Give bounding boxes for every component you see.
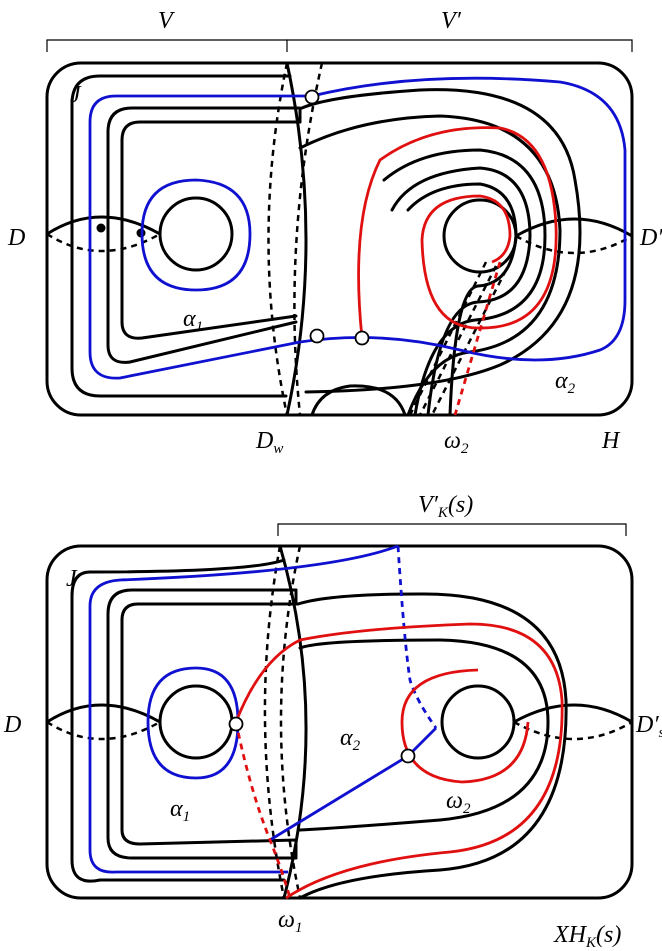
omega-curve bbox=[234, 622, 564, 900]
label-d-prime: D′ bbox=[639, 225, 662, 251]
label-xhk: XHK(s) bbox=[553, 922, 621, 951]
label-dw: Dw bbox=[255, 428, 283, 457]
label-alpha2: α2 bbox=[555, 368, 576, 397]
curve-strand-right bbox=[382, 148, 547, 417]
handlebody-outline bbox=[45, 544, 634, 900]
disk-d-front bbox=[45, 703, 162, 724]
separating-disk-back2 bbox=[279, 545, 302, 899]
curve-strand-right bbox=[296, 592, 568, 900]
label-h: H bbox=[601, 428, 621, 454]
alpha1-curve bbox=[146, 666, 240, 780]
curve-strand-right bbox=[408, 261, 488, 416]
disk-dprime-back bbox=[515, 234, 633, 255]
curve-strand-right bbox=[430, 269, 508, 416]
alpha2-curve bbox=[311, 76, 627, 300]
curve-j-strand bbox=[70, 558, 286, 883]
handlebody-outline bbox=[45, 61, 634, 417]
disk-ds-front bbox=[512, 703, 634, 724]
label-vk: V′K(s) bbox=[418, 492, 473, 521]
separating-disk-back2 bbox=[293, 62, 324, 416]
omega2-curve bbox=[357, 126, 558, 339]
label-v: V bbox=[158, 8, 175, 34]
label-j: J bbox=[66, 566, 78, 592]
label-alpha1: α1 bbox=[183, 306, 203, 335]
label-j: J bbox=[70, 82, 82, 108]
separating-disk-back bbox=[263, 545, 286, 899]
label-omega2: ω2 bbox=[444, 428, 469, 457]
hole-left bbox=[158, 196, 234, 272]
label-omega1: ω1 bbox=[278, 907, 302, 936]
bracket-vk bbox=[277, 523, 627, 536]
alpha1-curve bbox=[140, 178, 252, 292]
intersection-point bbox=[354, 330, 370, 346]
curve-j-strand bbox=[106, 588, 298, 860]
curve-j-strand bbox=[70, 74, 292, 398]
label-d: D bbox=[7, 225, 25, 251]
curve-strand-right bbox=[298, 638, 550, 832]
curve-j-strand bbox=[120, 602, 300, 846]
alpha-curve bbox=[88, 544, 399, 874]
separating-disk-back bbox=[267, 62, 289, 416]
bottom-panel: V′K(s) J D bbox=[3, 492, 662, 951]
disk-dprime-front bbox=[514, 217, 634, 238]
curve-strand-right bbox=[390, 166, 532, 417]
disk-d-back bbox=[46, 232, 161, 253]
curve-strand-right bbox=[418, 265, 498, 416]
curve-strand-hump bbox=[310, 384, 407, 417]
omega2-dashed bbox=[453, 261, 502, 416]
hole-right bbox=[440, 684, 516, 760]
top-panel: V V′ bbox=[7, 8, 662, 457]
intersection-point bbox=[304, 89, 320, 105]
label-d: D bbox=[3, 712, 21, 738]
label-alpha2: α2 bbox=[340, 725, 361, 754]
label-ds-prime: D′s bbox=[635, 712, 662, 741]
hole-left bbox=[158, 684, 234, 760]
label-omega2: ω2 bbox=[446, 788, 471, 817]
intersection-point bbox=[309, 328, 325, 344]
disk-d-front bbox=[45, 215, 162, 236]
disk-ds-back bbox=[513, 720, 633, 741]
intersection-dot bbox=[96, 223, 106, 233]
curve-j-strand bbox=[120, 120, 302, 340]
omega1-dashed bbox=[234, 721, 292, 899]
separating-disk-front bbox=[285, 61, 308, 417]
separating-disk-front bbox=[278, 544, 308, 900]
alpha2-dashed bbox=[396, 545, 438, 729]
intersection-point bbox=[228, 716, 244, 732]
bracket-v bbox=[46, 39, 288, 52]
alpha2-curve bbox=[88, 94, 627, 380]
bracket-v-prime bbox=[287, 39, 633, 52]
intersection-point bbox=[400, 748, 416, 764]
disk-d-back bbox=[46, 720, 161, 741]
curve-strand-right bbox=[298, 114, 562, 417]
omega2-curve bbox=[400, 668, 530, 784]
curve-j-strand bbox=[106, 106, 300, 364]
label-v-prime: V′ bbox=[441, 8, 462, 34]
label-alpha1: α1 bbox=[170, 796, 190, 825]
